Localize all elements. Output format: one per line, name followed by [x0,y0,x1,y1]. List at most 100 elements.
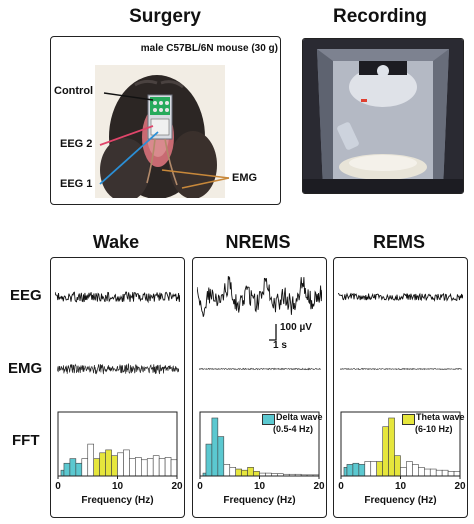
wake-fft-bar [111,455,118,477]
wake-fft-bar [152,455,160,477]
recording-photo [302,38,464,194]
nrems-fft-bar [241,469,248,477]
rems-fft-bar [400,466,407,477]
nrems-fft-bar [247,466,254,477]
rems-fft-bar [435,469,443,477]
nrems-legend-range: (0.5-4 Hz) [273,424,314,434]
wake-fft-bar [170,459,178,477]
rems-eeg-trace [338,292,463,302]
rems-fft-bar [343,466,348,477]
wake-fft-bar [81,458,89,477]
rems-fft-bar [406,461,413,477]
mouse-subject-label: male C57BL/6N mouse (30 g) [140,43,278,54]
nrems-eeg-trace [197,275,322,317]
nrems-legend-swatch [262,414,275,425]
nrems-fft-bar [211,417,219,477]
nrems-fft-bar [223,464,231,477]
wake-fft-bar [129,458,136,477]
rems-fft-bar [418,466,425,477]
rems-fft-chart: 0 10 20 Frequency (Hz) [338,411,466,505]
rems-legend-swatch [402,414,415,425]
wake-fft-bar [141,459,148,477]
wake-fft-tick-label: 10 [112,481,124,492]
wake-eeg-trace [55,291,180,304]
nrems-fft-xlabel: Frequency (Hz) [223,495,295,505]
emg-label: EMG [232,172,258,184]
wake-fft-bar [158,458,166,477]
row-label-emg: EMG [8,360,43,377]
rems-legend-label: Theta wave [416,412,465,422]
rems-fft-bar [376,461,383,477]
wake-fft-bar [146,458,154,477]
state-title-rems: REMS [372,232,425,252]
nrems-fft-bar [205,443,213,477]
wake-fft-bar [60,469,65,477]
control-label: Control [54,85,94,97]
state-title-wake: Wake [92,232,140,252]
nrems-fft-tick-label: 0 [197,481,203,492]
nrems-fft-bar [217,436,225,477]
nrems-fft-bar [235,468,242,477]
rems-fft-bar [412,464,419,477]
rems-fft-bar [429,468,437,477]
row-label-eeg: EEG [10,287,42,304]
eeg2-leader-line [99,125,154,146]
rems-fft-bar [358,464,366,477]
recording-title: Recording [333,6,427,27]
wake-fft-bar [105,449,112,477]
nrems-emg-trace [199,367,321,371]
emg-leader-line-2 [181,177,230,189]
eeg2-label: EEG 2 [60,138,93,150]
row-label-fft: FFT [12,432,40,449]
rems-fft-bar [453,471,461,477]
nrems-fft-bar [229,466,236,477]
rems-fft-tick-label: 0 [338,481,344,492]
rems-fft-tick-label: 10 [395,481,407,492]
rems-fft-bar [364,461,372,477]
wake-fft-bar [117,452,124,477]
rems-fft-tick-label: 20 [454,481,466,492]
nrems-fft-tick-label: 10 [254,481,266,492]
surgery-photo [95,65,225,198]
rems-legend-range: (6-10 Hz) [415,424,453,434]
rems-fft-bar [388,417,395,477]
rems-fft-bar [370,461,377,477]
wake-fft-bar [87,443,94,477]
wake-fft-tick-label: 0 [55,481,61,492]
wake-fft-bar [69,458,77,477]
wake-fft-bar [164,457,172,477]
surgery-title: Surgery [129,6,201,27]
wake-fft-tick-label: 20 [171,481,183,492]
scale-bar-amplitude: 100 µV [280,322,312,333]
state-title-nrems: NREMS [225,232,291,252]
rems-fft-bar [352,462,360,477]
surgery-leader-lines [99,92,230,189]
emg-leader-line-1 [161,169,230,179]
rems-fft-xlabel: Frequency (Hz) [364,495,436,505]
wake-fft-bar [99,452,106,477]
scale-bar [269,324,277,341]
scale-bar-time: 1 s [273,340,287,351]
rems-fft-bar [346,464,354,477]
eeg1-label: EEG 1 [60,178,93,190]
rems-fft-bar [447,471,455,477]
wake-fft-bar [93,458,100,477]
nrems-legend-label: Delta wave [276,412,323,422]
wake-fft-bar [75,462,83,477]
wake-fft-chart: 0 10 20 Frequency (Hz) [55,411,183,505]
wake-fft-bar [123,449,130,477]
rems-fft-bar [382,426,389,477]
rems-fft-bar [424,468,431,477]
wake-fft-bar [63,462,71,477]
nrems-fft-tick-label: 20 [313,481,325,492]
rems-emg-trace [340,367,462,371]
wake-fft-xlabel: Frequency (Hz) [81,495,153,505]
nrems-fft-bar [253,471,260,477]
wake-emg-trace [57,362,179,375]
eeg1-leader-line [99,131,159,185]
wake-fft-bar [135,457,142,477]
rems-fft-bar [394,455,401,477]
nrems-fft-chart: 0 10 20 Frequency (Hz) [197,411,325,505]
control-leader-line [103,92,154,101]
rems-fft-bar [441,469,449,477]
